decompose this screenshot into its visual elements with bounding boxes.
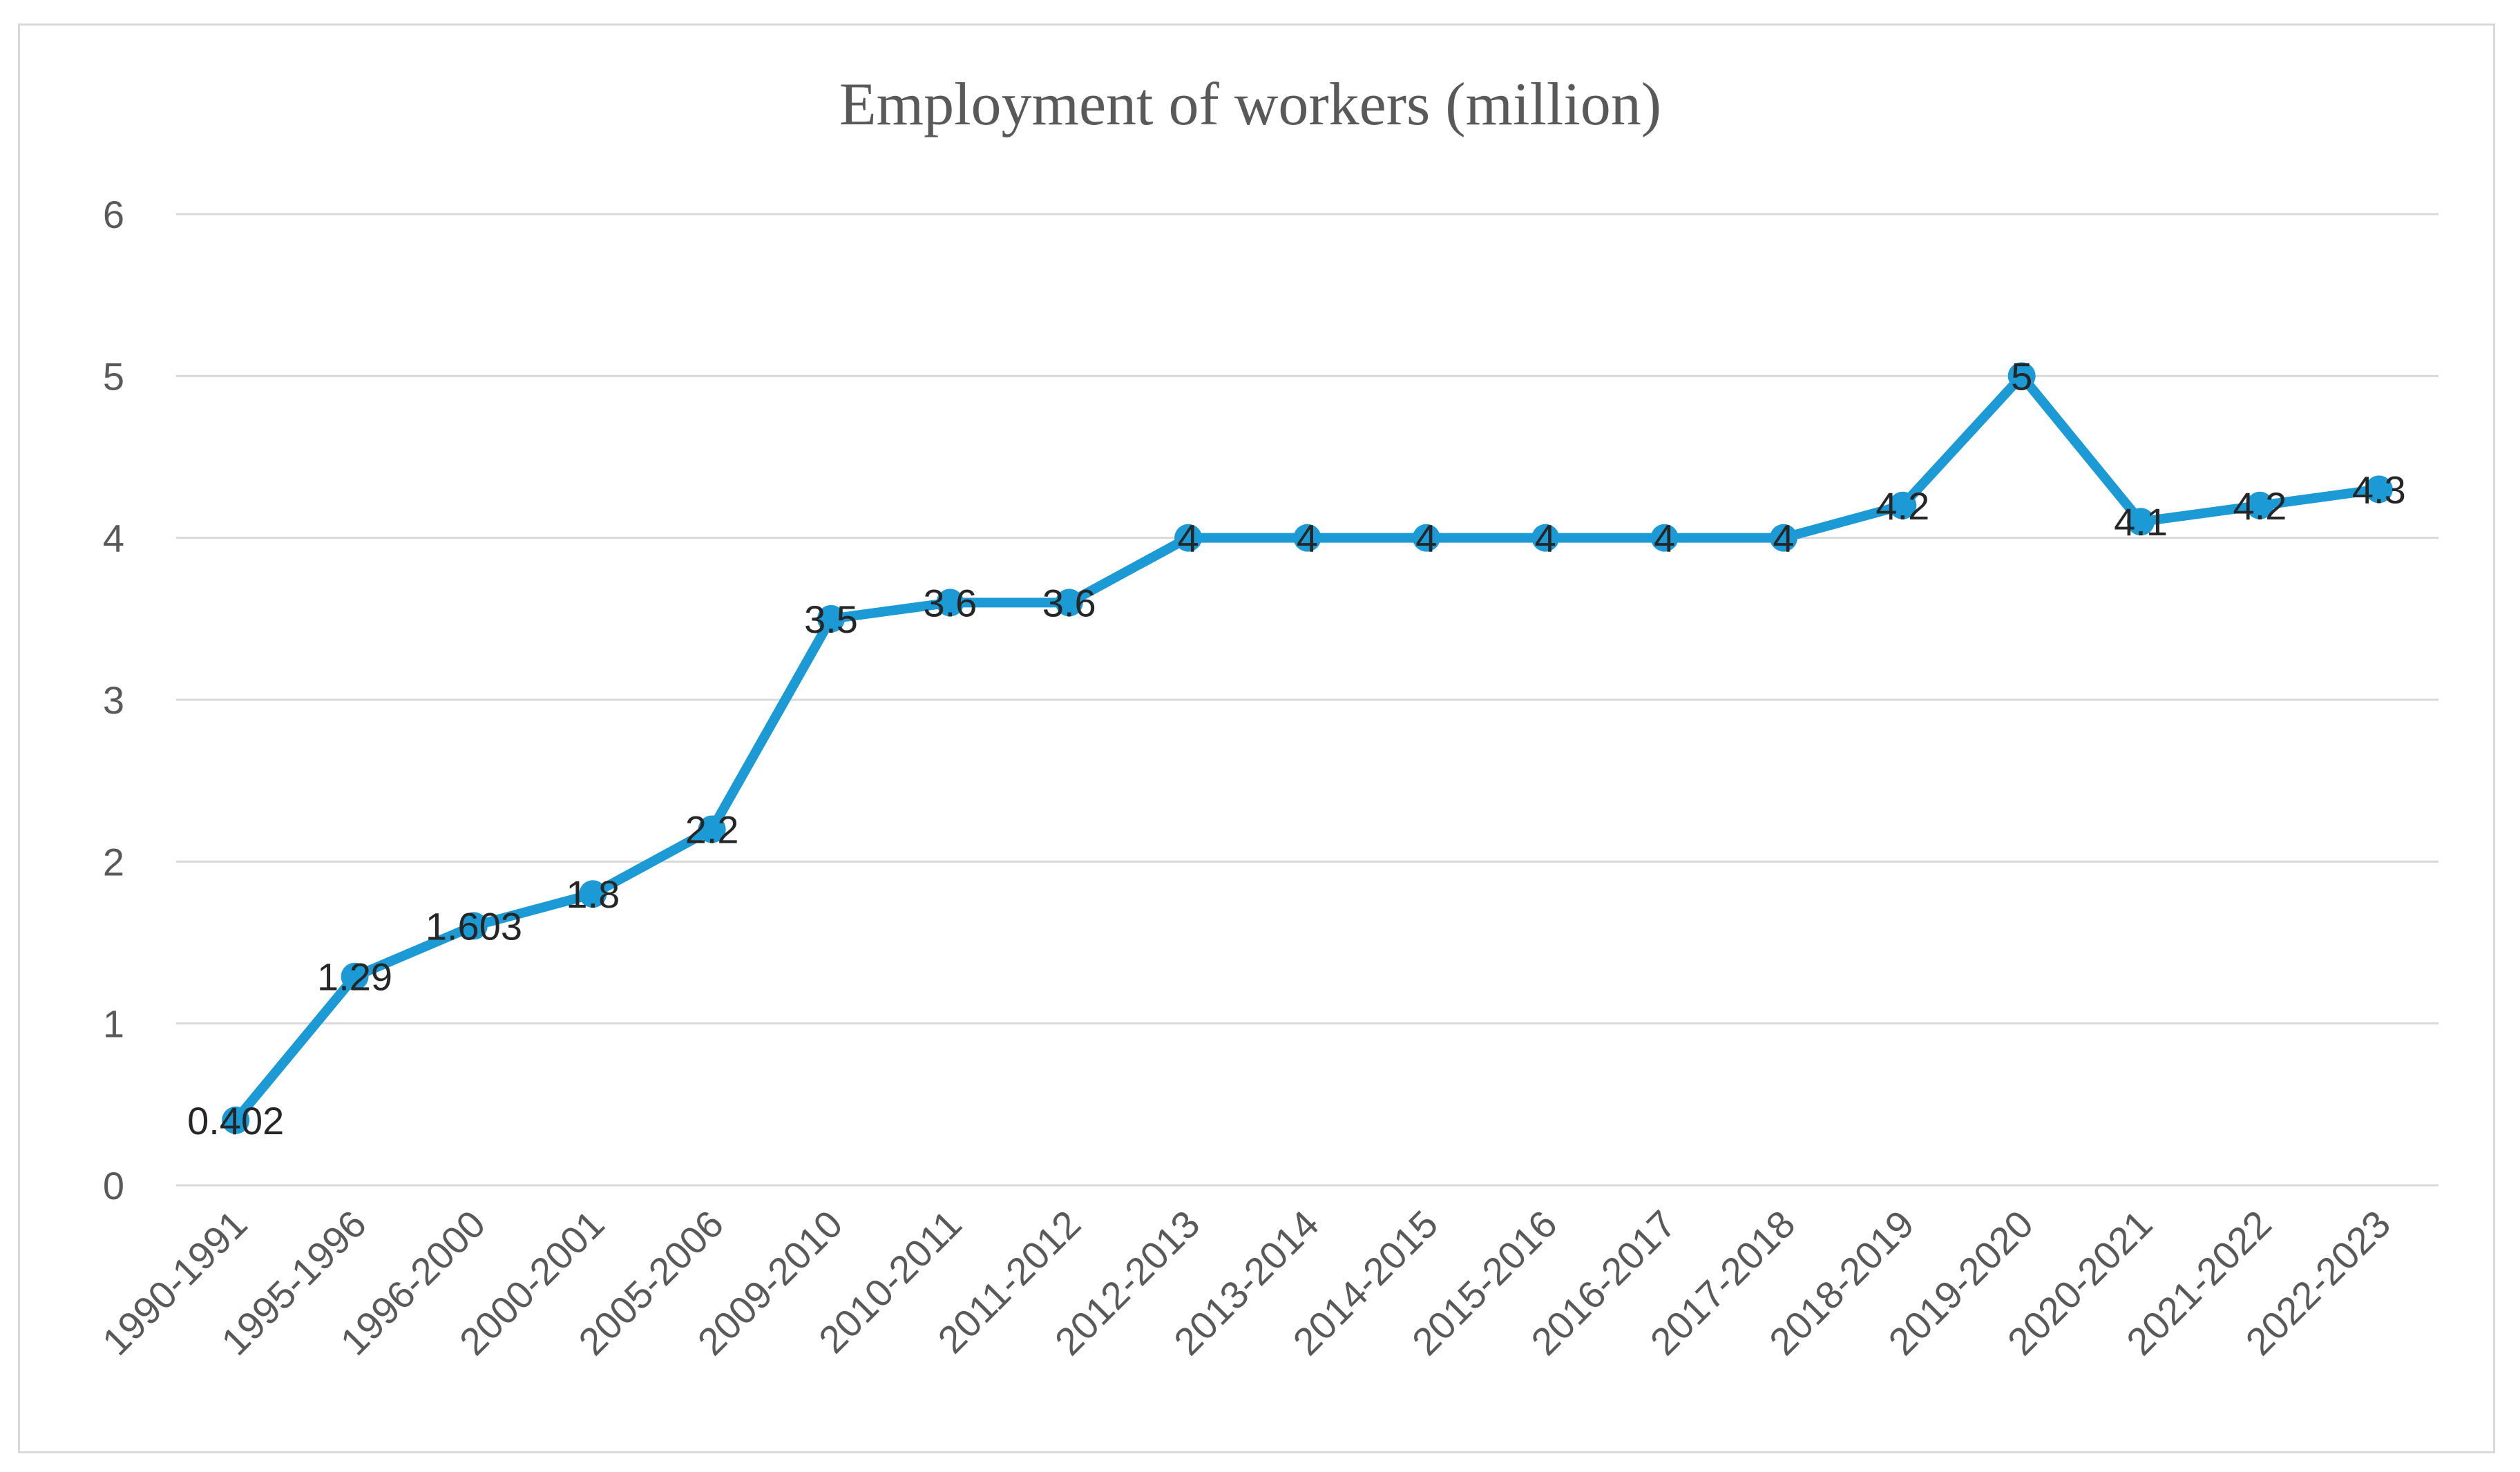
- y-tick-label: 2: [103, 840, 124, 883]
- y-tick-label: 1: [103, 1002, 124, 1046]
- data-point: [222, 1106, 250, 1134]
- data-label: 2.2: [685, 807, 739, 851]
- data-label: 4.1: [2114, 500, 2168, 544]
- data-label: 4.3: [2352, 468, 2406, 511]
- data-label: 5: [2011, 354, 2032, 398]
- data-label: 1.8: [566, 872, 620, 916]
- chart-frame: [18, 23, 2495, 1453]
- data-point: [817, 604, 846, 633]
- data-label: 0.402: [187, 1099, 284, 1143]
- y-tick-label: 6: [103, 193, 124, 236]
- data-point: [698, 815, 726, 843]
- data-point: [1650, 524, 1679, 552]
- data-point: [341, 962, 369, 991]
- data-label: 1.603: [426, 904, 522, 948]
- chart-title: Employment of workers (million): [839, 71, 1661, 138]
- data-point: [1412, 524, 1440, 552]
- data-label: 1.29: [317, 955, 392, 999]
- data-point: [2365, 475, 2393, 504]
- data-point: [2246, 491, 2274, 519]
- y-tick-label: 4: [103, 517, 124, 560]
- data-labels: 0.402 1.29 1.603 1.8 2.2 3.5 3.6 3.6 4 4 4 4 4 4 4.2 5 4…: [187, 354, 2406, 1142]
- data-label: 3.6: [1042, 581, 1096, 624]
- data-label: 4: [1654, 517, 1675, 560]
- data-point: [2007, 362, 2036, 390]
- data-point: [1293, 524, 1321, 552]
- series-layer: [222, 362, 2393, 1134]
- data-label: 4: [1297, 517, 1318, 560]
- series-line: [231, 371, 2384, 1125]
- y-tick-label: 0: [103, 1164, 124, 1207]
- data-point: [1889, 491, 1917, 519]
- data-point: [459, 912, 488, 940]
- data-label: 4: [1773, 517, 1794, 560]
- x-axis-ticks: 1990-19911995-19961996-20002000-20012005…: [94, 1202, 2399, 1364]
- data-point: [1769, 524, 1797, 552]
- data-point: [579, 880, 607, 908]
- data-label: 3.5: [804, 598, 858, 641]
- data-label: 4: [1178, 517, 1199, 560]
- y-axis-ticks: 0 1 2 3 4 5 6: [103, 193, 124, 1207]
- y-tick-label: 3: [103, 678, 124, 722]
- data-label: 3.6: [923, 581, 977, 624]
- data-point: [1055, 589, 1083, 617]
- data-label: 4.2: [2233, 484, 2287, 528]
- data-point: [2127, 508, 2155, 536]
- data-point: [1531, 524, 1560, 552]
- data-point: [936, 589, 964, 617]
- data-point: [1174, 524, 1203, 552]
- data-label: 4: [1415, 517, 1437, 560]
- data-label: 4.2: [1875, 484, 1929, 528]
- data-label: 4: [1535, 517, 1556, 560]
- gridlines: [176, 213, 2438, 1187]
- y-tick-label: 5: [103, 354, 124, 398]
